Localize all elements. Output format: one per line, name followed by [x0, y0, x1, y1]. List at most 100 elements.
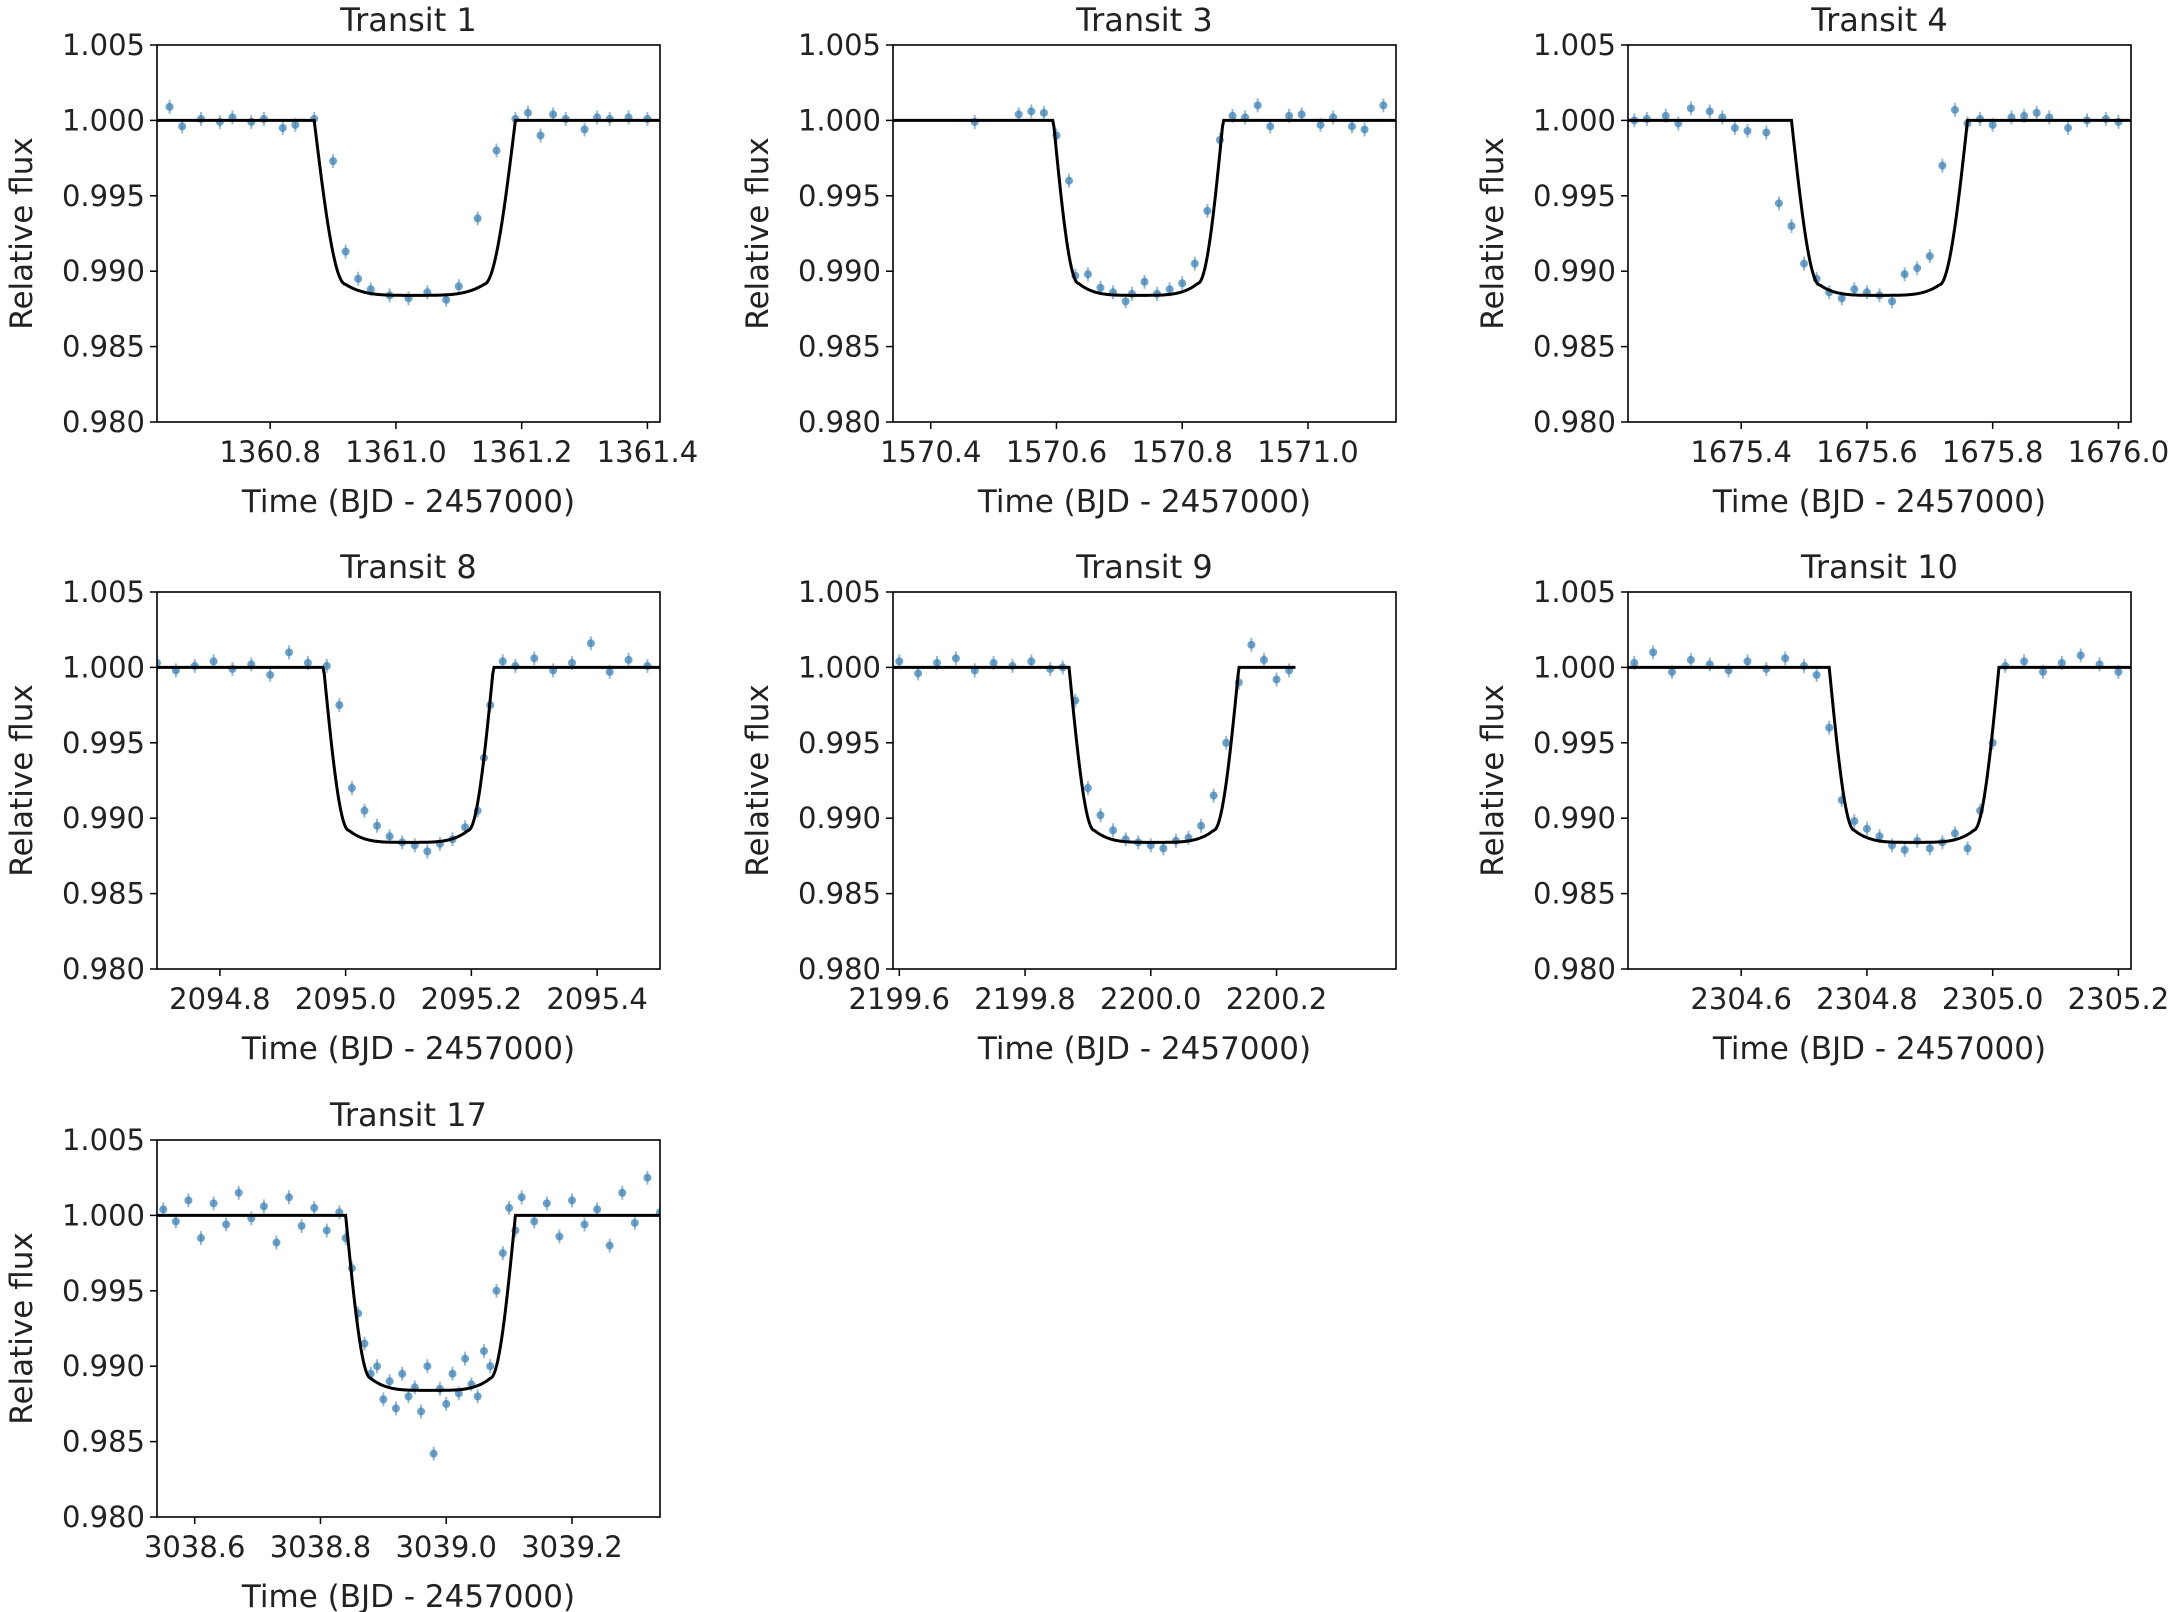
- data-point: [272, 1238, 281, 1247]
- data-points: [1630, 645, 2123, 857]
- data-point: [442, 1399, 451, 1408]
- data-point: [1862, 824, 1871, 833]
- data-point: [1096, 811, 1105, 820]
- subplot-title: Transit 4: [1810, 1, 1948, 39]
- y-tick-label: 0.990: [1533, 254, 1616, 288]
- data-point: [385, 832, 394, 841]
- y-tick-label: 0.995: [62, 726, 145, 760]
- y-tick-label: 0.995: [798, 179, 881, 213]
- x-tick-label: 1676.0: [2068, 435, 2169, 469]
- data-point: [1228, 111, 1237, 120]
- data-point: [624, 655, 633, 664]
- data-point: [1781, 654, 1790, 663]
- model-curve: [1628, 665, 2131, 844]
- y-tick-label: 0.980: [1533, 952, 1616, 986]
- axes-frame: [1627, 591, 2132, 970]
- data-point: [360, 1339, 369, 1348]
- data-point: [1938, 161, 1947, 170]
- data-point: [479, 1347, 488, 1356]
- y-tick-label: 0.980: [1533, 405, 1616, 439]
- data-point: [1850, 285, 1859, 294]
- data-point: [1203, 206, 1212, 215]
- data-point: [1913, 264, 1922, 273]
- y-tick-label: 1.000: [798, 650, 881, 684]
- data-point: [197, 1234, 206, 1243]
- axes-frame: [892, 591, 1397, 970]
- data-point: [366, 285, 375, 294]
- subplot-5: 0.980 0.985 0.990 0.995 1.000 1.005 2199.6 2199…: [740, 548, 1397, 1067]
- y-tick-label: 0.980: [798, 405, 881, 439]
- data-point: [423, 847, 432, 856]
- data-point: [2114, 667, 2123, 676]
- data-point: [933, 658, 942, 667]
- x-tick-label: 1360.8: [219, 435, 320, 469]
- data-point: [360, 806, 369, 815]
- data-point: [895, 657, 904, 666]
- y-tick-label: 1.005: [798, 28, 881, 62]
- data-point: [354, 274, 363, 283]
- y-tick-label: 1.000: [62, 650, 145, 684]
- data-point: [209, 657, 218, 666]
- data-point: [498, 657, 507, 666]
- subplot-1: 0.980 0.985 0.990 0.995 1.000 1.005 1360.8 1361…: [4, 1, 698, 520]
- data-point: [1272, 675, 1281, 684]
- y-tick-label: 0.985: [798, 877, 881, 911]
- data-point: [1140, 277, 1149, 286]
- x-tick-label: 2095.2: [421, 982, 522, 1016]
- model-curve: [157, 1213, 660, 1392]
- y-tick-label: 0.980: [62, 405, 145, 439]
- y-tick-label: 0.985: [62, 877, 145, 911]
- data-point: [1630, 658, 1639, 667]
- data-point: [373, 1362, 382, 1371]
- data-point: [1900, 845, 1909, 854]
- data-point: [1266, 122, 1275, 131]
- data-point: [1812, 670, 1821, 679]
- data-point: [423, 1362, 432, 1371]
- data-point: [1039, 108, 1048, 117]
- data-point: [222, 1220, 231, 1229]
- data-points: [895, 637, 1294, 856]
- data-point: [1165, 285, 1174, 294]
- data-point: [1875, 832, 1884, 841]
- x-tick-label: 1361.2: [471, 435, 572, 469]
- data-point: [1027, 107, 1036, 116]
- subplot-title: Transit 8: [339, 548, 477, 586]
- subplot-3: 0.980 0.985 0.990 0.995 1.000 1.005 1675.4 1675…: [1475, 1, 2169, 520]
- data-point: [618, 1188, 627, 1197]
- data-point: [951, 654, 960, 663]
- data-point: [285, 1193, 294, 1202]
- data-point: [157, 658, 161, 667]
- data-point: [429, 1449, 438, 1458]
- data-point: [310, 1203, 319, 1212]
- x-tick-label: 2199.8: [974, 982, 1075, 1016]
- data-point: [335, 701, 344, 710]
- x-tick-label: 3038.6: [144, 1530, 245, 1564]
- data-point: [1316, 120, 1325, 129]
- data-point: [1083, 270, 1092, 279]
- data-point: [2076, 651, 2085, 660]
- data-point: [1178, 279, 1187, 288]
- data-point: [285, 648, 294, 657]
- subplot-2: 0.980 0.985 0.990 0.995 1.000 1.005 1570.4 1570…: [740, 1, 1397, 520]
- y-tick-label: 0.985: [1533, 330, 1616, 364]
- data-point: [1190, 259, 1199, 268]
- data-points: [970, 98, 1388, 309]
- x-axis-label: Time (BJD - 2457000): [241, 1579, 575, 1612]
- y-tick-label: 0.990: [62, 801, 145, 835]
- subplot-7: 0.980 0.985 0.990 0.995 1.000 1.005 3038.6 3038…: [4, 1096, 661, 1612]
- data-point: [417, 1407, 426, 1416]
- data-point: [1988, 120, 1997, 129]
- y-tick-label: 1.000: [1533, 103, 1616, 137]
- axes-frame: [156, 591, 661, 970]
- subplot-title: Transit 9: [1075, 548, 1213, 586]
- data-point: [2020, 657, 2029, 666]
- data-point: [1743, 126, 1752, 135]
- data-point: [1027, 657, 1036, 666]
- y-tick-label: 1.000: [798, 103, 881, 137]
- y-tick-label: 0.995: [62, 179, 145, 213]
- data-point: [1686, 104, 1695, 113]
- model-curve: [893, 118, 1396, 297]
- y-axis-label: Relative flux: [740, 137, 776, 329]
- x-tick-label: 1570.4: [880, 435, 981, 469]
- data-point: [1800, 259, 1809, 268]
